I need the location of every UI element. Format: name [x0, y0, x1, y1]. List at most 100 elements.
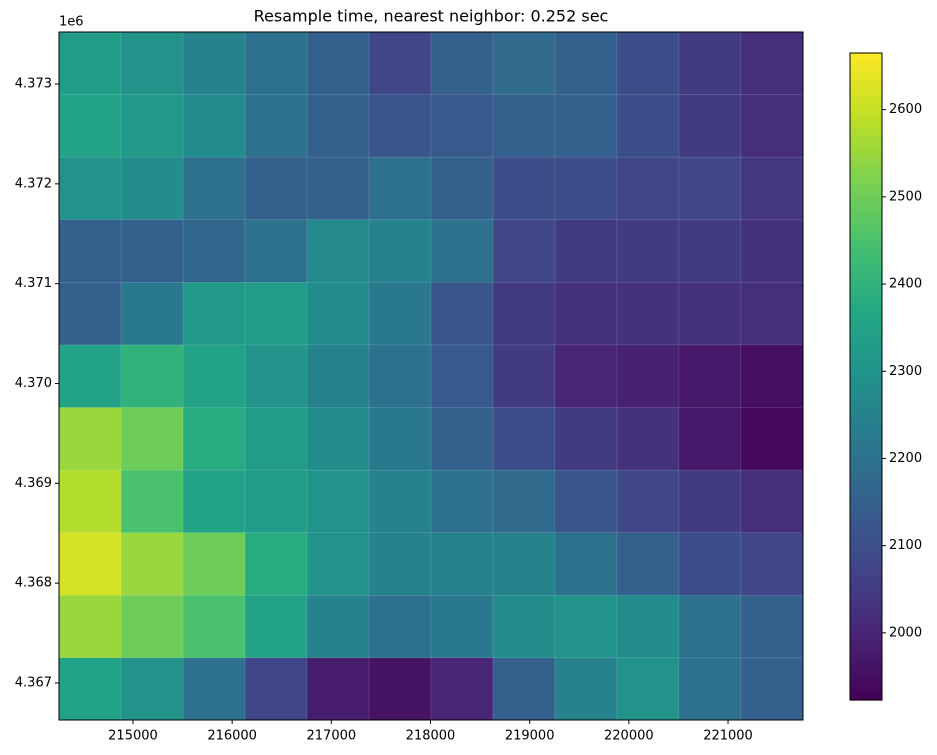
cell	[430, 595, 494, 659]
colorbar-segment	[850, 187, 882, 194]
x-tick-label: 221000	[703, 729, 753, 744]
cell	[678, 282, 742, 346]
x-tick-label: 218000	[406, 729, 456, 744]
cell	[554, 407, 618, 471]
cell	[678, 156, 742, 221]
cell	[306, 407, 370, 471]
colorbar-segment	[850, 597, 882, 604]
colorbar-segment	[850, 640, 882, 647]
colorbar-segment	[850, 522, 882, 529]
cell	[740, 657, 803, 720]
cell	[740, 595, 803, 659]
colorbar-segment	[850, 408, 882, 415]
cell	[430, 532, 494, 597]
x-tick-label: 215000	[108, 729, 158, 744]
colorbar-segment	[850, 203, 882, 210]
cell	[368, 657, 432, 720]
cell	[182, 219, 246, 284]
colorbar-segment	[850, 484, 882, 491]
colorbar-segment	[850, 457, 882, 464]
colorbar-segment	[850, 549, 882, 556]
colorbar-segment	[850, 516, 882, 523]
cell	[554, 532, 618, 597]
x-tick-label: 220000	[604, 729, 654, 744]
cell	[740, 32, 803, 96]
cell	[59, 156, 122, 221]
colorbar-segment	[850, 252, 882, 259]
colorbar-segment	[850, 505, 882, 512]
colorbar-segment	[850, 53, 882, 59]
cell	[59, 657, 122, 720]
cell	[492, 407, 556, 471]
colorbar-segment	[850, 247, 882, 254]
colorbar-segment	[850, 500, 882, 507]
cell	[59, 595, 122, 659]
colorbar-segment	[850, 354, 882, 361]
colorbar-segment	[850, 220, 882, 227]
cell	[616, 344, 680, 409]
cell	[244, 156, 308, 221]
cell	[306, 595, 370, 659]
cell	[740, 94, 803, 158]
cell	[492, 344, 556, 409]
colorbar-segment	[850, 392, 882, 399]
y-tick-label: 4.373	[15, 77, 52, 92]
cell	[554, 282, 618, 346]
colorbar-tick-label: 2200	[889, 451, 922, 466]
colorbar-segment	[850, 360, 882, 367]
cell	[368, 219, 432, 284]
cell	[492, 32, 556, 96]
cell	[368, 407, 432, 471]
colorbar-segment	[850, 478, 882, 485]
cell	[616, 595, 680, 659]
cell	[59, 32, 122, 96]
cell	[492, 156, 556, 221]
colorbar-segment	[850, 398, 882, 405]
cell	[740, 469, 803, 534]
cell	[368, 595, 432, 659]
x-tick-label: 216000	[207, 729, 257, 744]
cell	[244, 469, 308, 534]
colorbar-segment	[850, 435, 882, 442]
colorbar-segment	[850, 74, 882, 81]
colorbar-segment	[850, 473, 882, 480]
cell	[120, 282, 184, 346]
colorbar-segment	[850, 236, 882, 243]
cell	[182, 407, 246, 471]
cell	[306, 156, 370, 221]
cell	[554, 595, 618, 659]
colorbar-segment	[850, 284, 882, 291]
colorbar-segment	[850, 106, 882, 113]
cell	[306, 657, 370, 720]
colorbar-segment	[850, 166, 882, 173]
y-offset-label: 1e6	[59, 15, 84, 30]
colorbar-segment	[850, 527, 882, 534]
cell	[740, 407, 803, 471]
cell	[678, 94, 742, 158]
cell	[368, 94, 432, 158]
colorbar-tick-label: 2300	[889, 364, 922, 379]
colorbar-segment	[850, 451, 882, 458]
cell	[59, 94, 122, 158]
colorbar-tick-label: 2400	[889, 277, 922, 292]
colorbar-segment	[850, 160, 882, 167]
cell	[182, 595, 246, 659]
cell	[368, 344, 432, 409]
cell	[120, 344, 184, 409]
colorbar-segment	[850, 441, 882, 448]
cell	[430, 344, 494, 409]
colorbar-segment	[850, 619, 882, 626]
cell	[430, 219, 494, 284]
colorbar-segment	[850, 182, 882, 189]
colorbar-frame	[849, 52, 883, 701]
cell	[120, 219, 184, 284]
cell	[492, 94, 556, 158]
cell	[182, 94, 246, 158]
colorbar-segment	[850, 381, 882, 388]
colorbar-segment	[850, 225, 882, 232]
colorbar-segment	[850, 495, 882, 502]
cell	[120, 657, 184, 720]
colorbar-segment	[850, 63, 882, 70]
colorbar-segment	[850, 376, 882, 383]
